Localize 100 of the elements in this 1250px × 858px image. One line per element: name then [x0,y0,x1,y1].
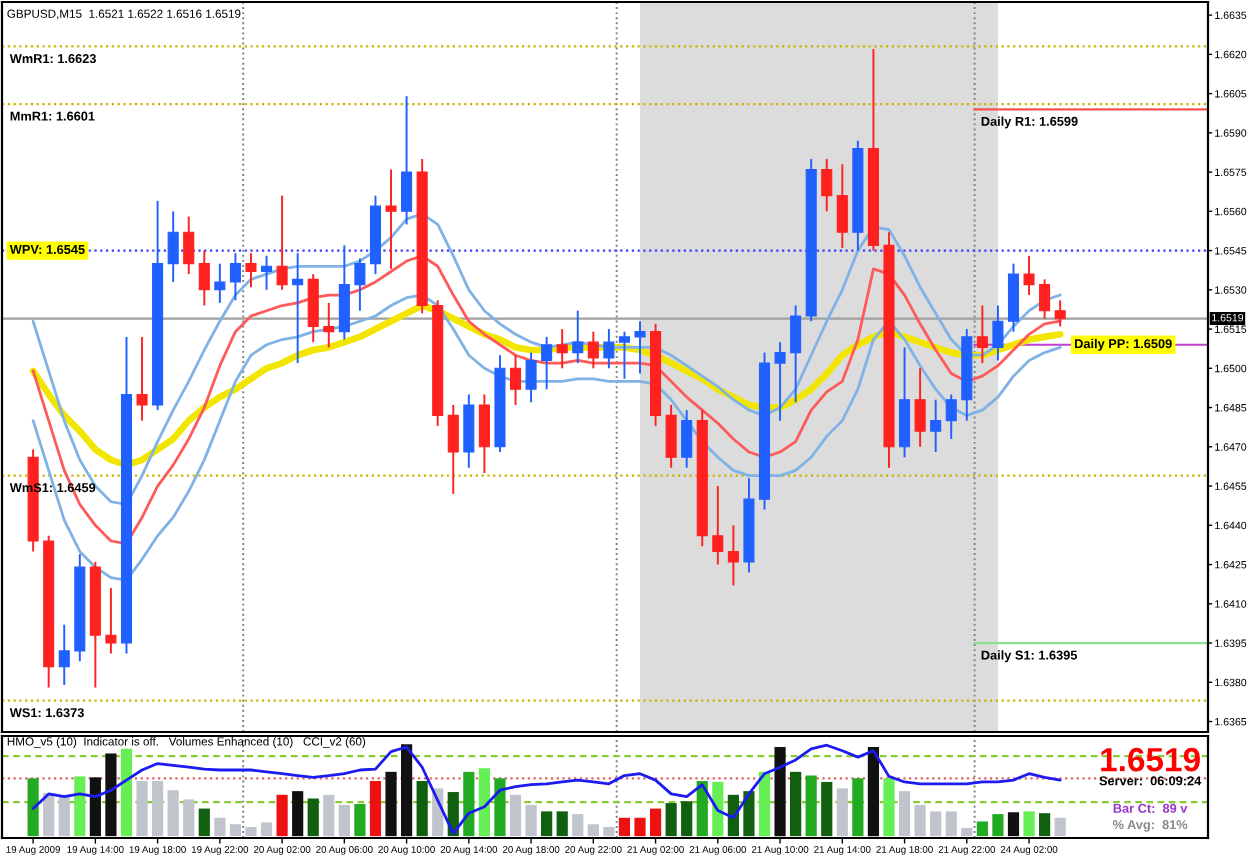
bar [883,778,895,837]
bar [27,778,39,837]
candlestick [1007,262,1020,333]
bar [416,781,428,837]
candlestick [58,623,70,686]
bar [183,799,195,837]
bar [743,791,755,837]
bar [245,826,257,837]
bar [587,824,599,837]
candlestick [618,330,630,380]
candlestick [587,330,599,370]
bar [836,788,848,837]
bar [89,777,101,837]
bar [541,811,553,837]
candlestick [976,304,988,365]
candlestick [774,341,786,422]
candlestick [261,254,273,291]
bar [945,811,957,837]
bar [58,794,70,837]
candlestick [603,328,615,370]
candlestick [836,163,848,249]
candlestick [354,257,366,312]
candlestick [245,252,257,289]
candlestick [307,273,319,344]
candlestick [447,403,459,495]
candlestick [790,304,802,404]
bar [323,794,335,837]
candlestick [338,244,350,341]
bar [1054,817,1066,837]
bar [229,824,242,837]
bar [167,790,179,837]
bar [867,747,880,837]
bar [478,768,490,837]
bar [369,781,382,837]
candlestick [681,409,693,469]
candlestick [821,158,833,213]
candlestick [463,393,475,469]
candlestick [665,403,677,469]
candlestick [1054,299,1066,328]
bar [338,804,350,837]
candlestick [525,351,537,404]
bar [976,821,988,837]
bar [74,776,86,837]
bar [260,822,273,837]
bar [198,808,210,837]
candlestick [1023,254,1035,297]
bar [914,804,926,837]
bar [152,781,164,837]
candlestick [198,249,210,307]
bar [603,826,615,837]
bar [43,792,55,837]
bar [665,803,677,837]
candlestick [914,367,926,448]
bar [992,814,1004,837]
bar [354,804,366,837]
bar [385,771,397,837]
candlestick [899,346,911,459]
bar [774,747,786,837]
candlestick [1039,278,1051,320]
bar [649,808,662,837]
bar [1007,812,1020,837]
bar [276,794,288,837]
candlestick [229,252,241,302]
bar [898,791,911,837]
bar [525,804,537,837]
text: 1.6519 [1101,747,1200,772]
bar [961,827,973,837]
bar [930,811,942,837]
bar [136,781,148,837]
candlestick [992,304,1004,362]
bar [556,811,568,837]
candlestick [385,168,397,270]
bar [790,771,802,837]
candlestick [401,95,413,226]
bar [618,817,631,837]
candlestick [541,335,553,391]
candlestick [478,393,490,474]
bar [463,771,475,837]
bar [1039,813,1051,837]
candlestick [509,354,522,406]
bar [852,778,864,837]
bar [821,781,833,837]
bar [494,778,506,837]
candlestick [136,335,148,422]
candlestick [930,398,942,454]
candlestick [292,252,304,365]
bar [120,748,133,837]
bar [696,781,708,837]
bar [681,801,693,837]
bar [634,817,646,837]
candlestick [634,320,646,375]
bar [758,771,771,837]
candlestick [323,301,335,349]
bar [400,744,413,837]
bar [1023,811,1035,837]
candlestick [105,587,117,655]
candlestick [214,262,226,304]
candlestick [572,309,584,365]
candlestick [945,393,957,440]
bar [572,814,584,837]
